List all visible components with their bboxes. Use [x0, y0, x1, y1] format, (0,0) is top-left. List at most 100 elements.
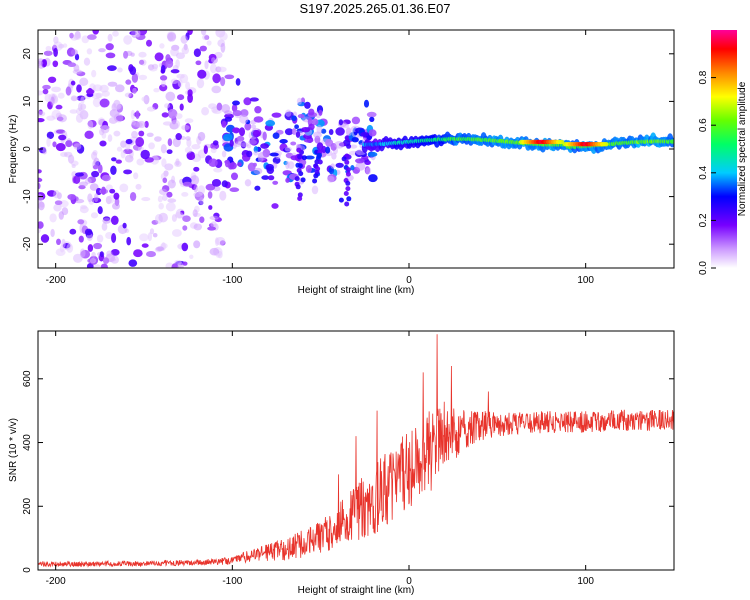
spectrogram-cell [84, 130, 94, 139]
spectrogram-cell [123, 148, 133, 155]
spectrogram-cell [38, 110, 46, 117]
spectrogram-cell [165, 202, 176, 212]
spectrogram-cell [91, 151, 98, 161]
spectrogram-cell [49, 213, 57, 223]
spectrogram-cell [167, 179, 176, 189]
spectrogram-cell [67, 194, 77, 200]
spectrogram-cell [269, 152, 279, 157]
spectrogram-cell [224, 159, 231, 168]
spectrogram-cell [244, 122, 252, 131]
spectrogram-cell [216, 102, 223, 111]
spectrogram-cell [154, 52, 164, 62]
spectrogram-cell [53, 36, 59, 44]
spectrogram-cell [360, 132, 369, 137]
spectrogram-cell [181, 124, 190, 131]
spectrogram-cell [179, 103, 184, 111]
spectrogram-cell [175, 113, 183, 119]
spectrogram-cell [123, 35, 133, 45]
colorbar-ticks: 0.0 0.2 0.4 0.6 0.8 [698, 70, 716, 275]
spectrogram-cell [363, 99, 370, 108]
spectrogram-cell [89, 258, 97, 264]
spectrogram-cell [345, 167, 351, 173]
spectrogram-cell [55, 104, 63, 110]
spectrogram-cell [71, 96, 79, 101]
spectrogram-cell [160, 144, 167, 154]
spectrogram-cell [221, 120, 227, 128]
spectrogram-cell [46, 137, 51, 148]
spectrogram-cell [43, 50, 53, 56]
colorbar-tick-label: 0.0 [698, 261, 709, 275]
spectrogram-cell [99, 140, 107, 147]
spectrogram-cell [189, 254, 194, 259]
spectrogram-cell [366, 111, 377, 118]
spectrogram-cell [106, 250, 113, 257]
spectrogram-cell [139, 233, 149, 242]
spectrogram-cell [193, 184, 198, 193]
spectrogram-cell [141, 243, 149, 248]
spectrogram-cell [55, 248, 66, 256]
spectrogram-cell [296, 97, 302, 105]
spectrogram-cell [297, 154, 303, 160]
spectrogram-cell [304, 155, 315, 160]
spectrogram-cell [138, 130, 145, 137]
spectrogram-cell [175, 59, 180, 68]
spectrogram-cell [50, 228, 55, 238]
spectrogram-cell [212, 140, 219, 146]
spectrogram-cell [170, 119, 180, 130]
spectrogram-cell [182, 261, 188, 266]
spectrogram-cell [187, 89, 193, 97]
spectrogram-cell [239, 114, 249, 124]
x-tick-label: -100 [222, 576, 242, 587]
spectrogram-cell [46, 115, 56, 121]
spectrogram-cell [38, 90, 44, 96]
spectrogram-cell [140, 149, 150, 160]
spectrogram-cell [69, 109, 78, 114]
spectrogram-cell [602, 142, 609, 147]
spectrogram-cell [260, 143, 270, 149]
spectrogram-cell [182, 215, 191, 223]
spectrogram-cell [69, 32, 74, 39]
spectrogram-cell [101, 90, 110, 97]
spectrogram-cell [175, 211, 184, 219]
spectrogram-cell [136, 158, 145, 166]
spectrogram-cell [55, 143, 66, 152]
y-tick-label: 0 [22, 146, 33, 152]
spectrogram-cell [176, 94, 185, 101]
spectrogram-cell [158, 212, 168, 223]
spectrogram-cell [107, 33, 113, 42]
spectrogram-cell [146, 251, 156, 258]
spectrogram-cell [232, 110, 242, 117]
spectrogram-cell [138, 74, 148, 81]
spectrogram-cell [185, 81, 191, 90]
spectrogram-cell [102, 217, 112, 224]
chart-title: S197.2025.265.01.36.E07 [299, 1, 451, 16]
spectrogram-cell [300, 177, 306, 183]
spectrogram-cell [206, 40, 212, 46]
spectrogram-cell [138, 51, 147, 58]
snr-x-label: Height of straight line (km) [298, 585, 415, 596]
spectrogram-cell [38, 182, 41, 190]
spectrogram-cell [65, 86, 72, 96]
x-tick-label: -200 [46, 576, 66, 587]
spectrogram-cell [214, 51, 223, 59]
spectrogram-cell [182, 181, 193, 187]
spectrogram-cell [111, 233, 117, 243]
colorbar-tick-label: 0.6 [698, 118, 709, 132]
spectrogram-cell [368, 129, 377, 137]
spectrogram-cell [318, 109, 323, 116]
spectrogram-cell [295, 184, 301, 190]
spectrogram-cell [167, 32, 177, 42]
spectrogram-cell [343, 191, 349, 196]
spectrogram-cell [119, 183, 129, 193]
spectrogram-cell [147, 232, 153, 242]
spectrogram-cell [112, 202, 120, 210]
spectrogram-cell [185, 136, 191, 141]
spectrogram-cell [89, 183, 99, 191]
spectrogram-x-label: Height of straight line (km) [298, 285, 415, 296]
snr-plot: -200 -100 0 100 0 200 400 600 Height of straig… [8, 330, 675, 596]
spectrogram-cell [312, 118, 319, 126]
spectrogram-cell [197, 131, 206, 141]
spectrogram-cell [199, 45, 207, 52]
y-tick-label: 20 [22, 48, 33, 60]
spectrogram-cell [57, 92, 65, 99]
